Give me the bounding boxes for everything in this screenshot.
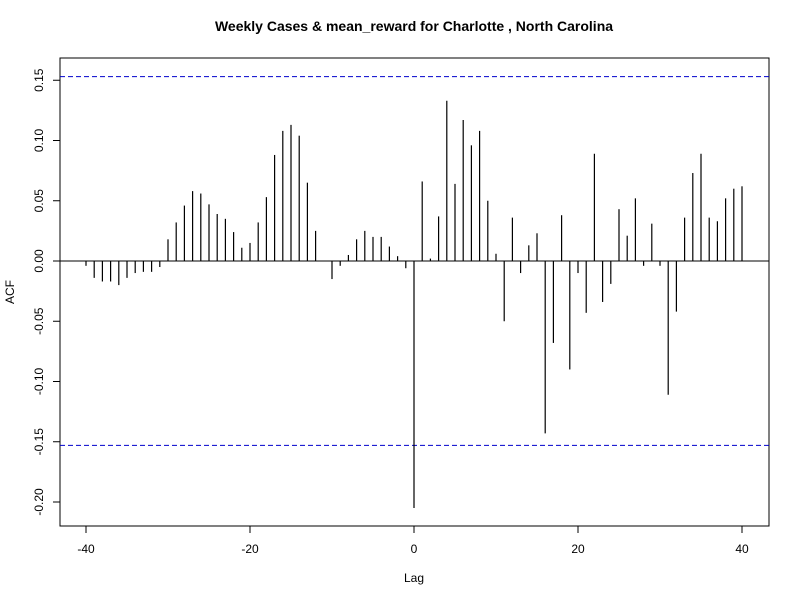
y-tick-label: 0.15 [32, 68, 46, 92]
x-tick-label: 40 [735, 542, 749, 556]
y-axis-label: ACF [3, 280, 17, 304]
x-axis-label: Lag [404, 571, 424, 585]
y-tick-label: -0.15 [32, 428, 46, 456]
chart-title: Weekly Cases & mean_reward for Charlotte… [215, 18, 613, 34]
x-tick-label: 0 [411, 542, 418, 556]
y-tick-label: 0.00 [32, 249, 46, 273]
x-axis: -40 -20 0 20 40 [77, 525, 749, 556]
acf-bars [85, 100, 743, 509]
y-tick-label: -0.10 [32, 368, 46, 396]
x-tick-label: -40 [77, 542, 95, 556]
y-tick-label: -0.20 [32, 488, 46, 516]
y-tick-label: 0.10 [32, 128, 46, 152]
x-tick-label: 20 [571, 542, 585, 556]
y-axis: -0.20 -0.15 -0.10 -0.05 0.00 0.05 0.10 0.15 [32, 68, 60, 516]
y-tick-label: 0.05 [32, 189, 46, 213]
x-tick-label: -20 [241, 542, 259, 556]
y-tick-label: -0.05 [32, 307, 46, 335]
